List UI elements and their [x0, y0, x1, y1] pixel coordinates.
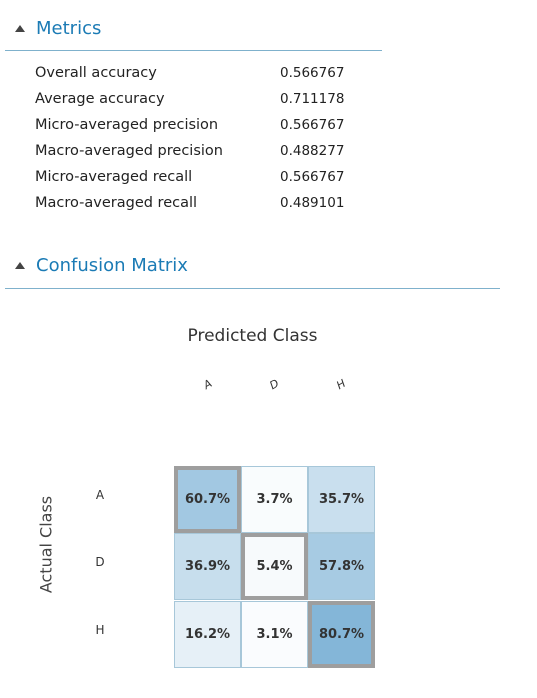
- metric-label: Macro-averaged precision: [35, 143, 223, 159]
- confusion-title[interactable]: Confusion Matrix: [36, 255, 188, 276]
- matrix-cell-a-h: 35.7%: [308, 466, 375, 533]
- metric-label: Micro-averaged recall: [35, 169, 193, 185]
- matrix-cell-d-d: 5.4%: [241, 533, 308, 600]
- row-label-d: D: [95, 555, 105, 569]
- metric-value: 0.566767: [280, 169, 345, 185]
- metric-label: Average accuracy: [35, 91, 165, 107]
- matrix-cell-a-d: 3.7%: [241, 466, 308, 533]
- metric-value: 0.488277: [280, 143, 345, 159]
- actual-class-title: Actual Class: [36, 495, 56, 594]
- confusion-divider: [5, 288, 500, 289]
- metrics-title[interactable]: Metrics: [36, 18, 102, 39]
- metric-label: Macro-averaged recall: [35, 195, 198, 211]
- predicted-class-title: Predicted Class: [187, 326, 318, 346]
- row-label-h: H: [95, 623, 105, 637]
- column-label-d: D: [267, 376, 282, 393]
- metric-value: 0.711178: [280, 91, 345, 107]
- matrix-cell-d-a: 36.9%: [174, 533, 241, 600]
- column-label-a: A: [200, 376, 215, 393]
- metrics-divider: [5, 50, 382, 51]
- row-label-a: A: [95, 488, 105, 502]
- metrics-section-header[interactable]: Metrics: [15, 18, 101, 39]
- metric-label: Micro-averaged precision: [35, 117, 219, 133]
- matrix-cell-h-a: 16.2%: [174, 601, 241, 668]
- metric-value: 0.566767: [280, 117, 345, 133]
- matrix-cell-h-h: 80.7%: [308, 601, 375, 668]
- collapse-triangle-icon[interactable]: [15, 262, 25, 269]
- confusion-section-header[interactable]: Confusion Matrix: [15, 255, 188, 276]
- metric-label: Overall accuracy: [35, 65, 157, 81]
- matrix-cell-h-d: 3.1%: [241, 601, 308, 668]
- matrix-cell-a-a: 60.7%: [174, 466, 241, 533]
- metric-value: 0.489101: [280, 195, 345, 211]
- matrix-cell-d-h: 57.8%: [308, 533, 375, 600]
- column-label-h: H: [334, 376, 349, 393]
- metric-value: 0.566767: [280, 65, 345, 81]
- collapse-triangle-icon[interactable]: [15, 25, 25, 32]
